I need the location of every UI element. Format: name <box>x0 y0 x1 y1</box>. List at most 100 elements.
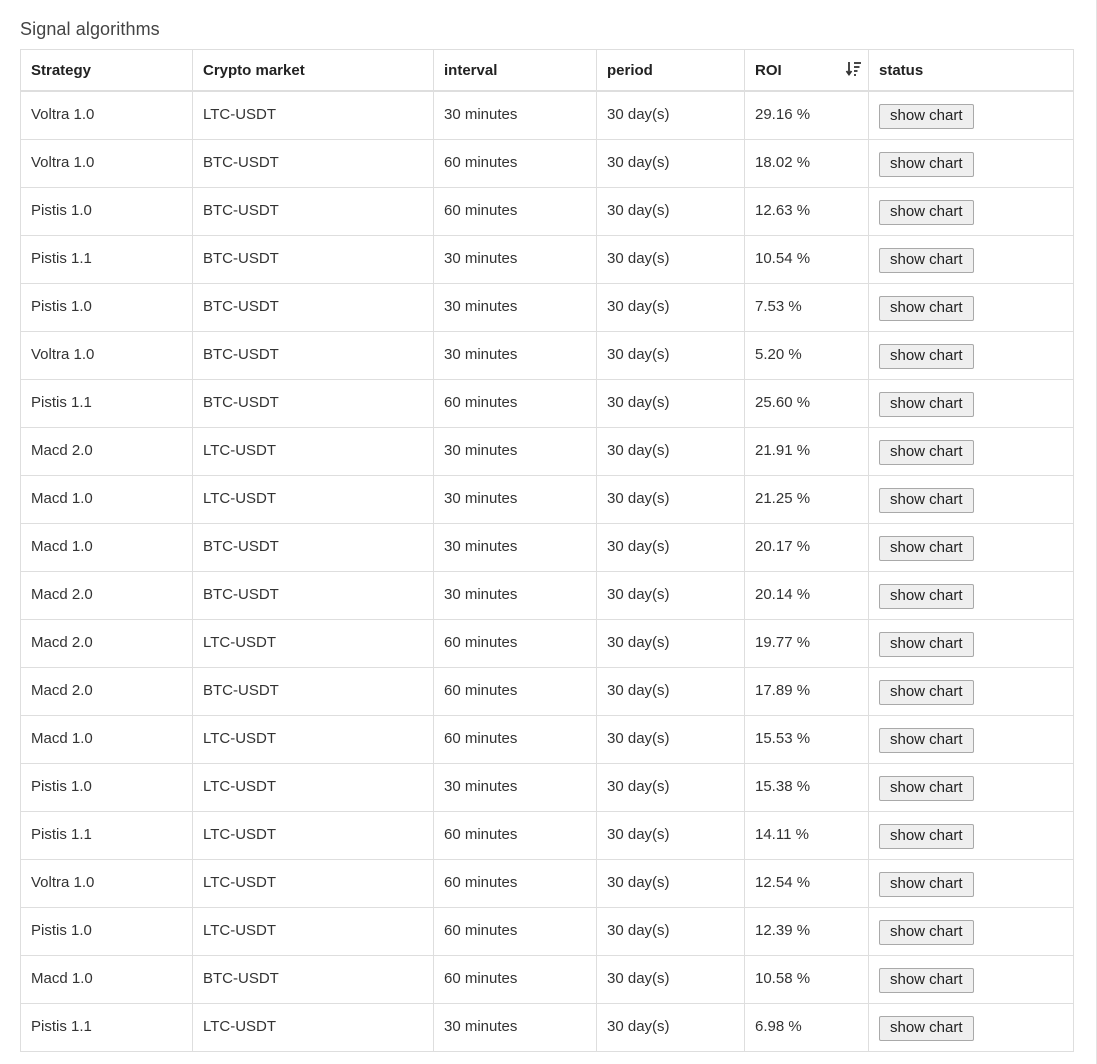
roi-cell: 25.60 % <box>744 379 869 428</box>
show-chart-button[interactable]: show chart <box>879 296 974 321</box>
status-cell: show chart <box>868 283 1074 332</box>
show-chart-button[interactable]: show chart <box>879 1016 974 1041</box>
header-roi[interactable]: ROI <box>744 49 869 92</box>
status-cell: show chart <box>868 619 1074 668</box>
strategy-cell: Pistis 1.1 <box>20 811 193 860</box>
roi-cell: 29.16 % <box>744 90 869 140</box>
strategy-cell: Pistis 1.1 <box>20 1003 193 1052</box>
table-row: Pistis 1.0 LTC-USDT 60 minutes 30 day(s) 12.… <box>20 907 1074 956</box>
crypto-market-cell: BTC-USDT <box>192 379 434 428</box>
crypto-market-cell: LTC-USDT <box>192 859 434 908</box>
table-row: Pistis 1.1 BTC-USDT 30 minutes 30 day(s) 10.… <box>20 235 1074 284</box>
table-row: Macd 2.0 LTC-USDT 30 minutes 30 day(s) 21.91… <box>20 427 1074 476</box>
show-chart-button[interactable]: show chart <box>879 392 974 417</box>
table-row: Macd 1.0 BTC-USDT 30 minutes 30 day(s) 20.17… <box>20 523 1074 572</box>
roi-cell: 21.91 % <box>744 427 869 476</box>
header-period[interactable]: period <box>596 49 745 92</box>
interval-cell: 60 minutes <box>433 187 597 236</box>
status-cell: show chart <box>868 859 1074 908</box>
interval-cell: 30 minutes <box>433 283 597 332</box>
roi-cell: 12.54 % <box>744 859 869 908</box>
header-strategy[interactable]: Strategy <box>20 49 193 92</box>
show-chart-button[interactable]: show chart <box>879 728 974 753</box>
strategy-cell: Pistis 1.0 <box>20 907 193 956</box>
strategy-cell: Macd 1.0 <box>20 955 193 1004</box>
table-row: Pistis 1.1 LTC-USDT 60 minutes 30 day(s) 14.… <box>20 811 1074 860</box>
period-cell: 30 day(s) <box>596 715 745 764</box>
status-cell: show chart <box>868 379 1074 428</box>
strategy-cell: Macd 1.0 <box>20 715 193 764</box>
interval-cell: 60 minutes <box>433 955 597 1004</box>
status-cell: show chart <box>868 523 1074 572</box>
table-row: Macd 2.0 BTC-USDT 30 minutes 30 day(s) 20.14… <box>20 571 1074 620</box>
status-cell: show chart <box>868 331 1074 380</box>
roi-cell: 6.98 % <box>744 1003 869 1052</box>
crypto-market-cell: BTC-USDT <box>192 667 434 716</box>
roi-cell: 7.53 % <box>744 283 869 332</box>
roi-cell: 15.38 % <box>744 763 869 812</box>
table-row: Voltra 1.0 BTC-USDT 60 minutes 30 day(s) 18.… <box>20 139 1074 188</box>
sort-descending-icon[interactable] <box>845 60 863 78</box>
roi-cell: 19.77 % <box>744 619 869 668</box>
show-chart-button[interactable]: show chart <box>879 632 974 657</box>
interval-cell: 60 minutes <box>433 139 597 188</box>
show-chart-button[interactable]: show chart <box>879 200 974 225</box>
show-chart-button[interactable]: show chart <box>879 248 974 273</box>
table-row: Pistis 1.1 BTC-USDT 60 minutes 30 day(s) 25.… <box>20 379 1074 428</box>
strategy-cell: Pistis 1.0 <box>20 283 193 332</box>
show-chart-button[interactable]: show chart <box>879 776 974 801</box>
table-row: Voltra 1.0 BTC-USDT 30 minutes 30 day(s) 5.2… <box>20 331 1074 380</box>
roi-cell: 20.14 % <box>744 571 869 620</box>
crypto-market-cell: BTC-USDT <box>192 187 434 236</box>
strategy-cell: Voltra 1.0 <box>20 90 193 140</box>
period-cell: 30 day(s) <box>596 763 745 812</box>
roi-cell: 18.02 % <box>744 139 869 188</box>
show-chart-button[interactable]: show chart <box>879 584 974 609</box>
show-chart-button[interactable]: show chart <box>879 920 974 945</box>
interval-cell: 60 minutes <box>433 859 597 908</box>
status-cell: show chart <box>868 139 1074 188</box>
strategy-cell: Voltra 1.0 <box>20 331 193 380</box>
roi-cell: 21.25 % <box>744 475 869 524</box>
show-chart-button[interactable]: show chart <box>879 488 974 513</box>
interval-cell: 60 minutes <box>433 715 597 764</box>
period-cell: 30 day(s) <box>596 90 745 140</box>
interval-cell: 60 minutes <box>433 379 597 428</box>
interval-cell: 30 minutes <box>433 571 597 620</box>
roi-cell: 10.58 % <box>744 955 869 1004</box>
status-cell: show chart <box>868 811 1074 860</box>
show-chart-button[interactable]: show chart <box>879 152 974 177</box>
crypto-market-cell: BTC-USDT <box>192 139 434 188</box>
interval-cell: 30 minutes <box>433 763 597 812</box>
period-cell: 30 day(s) <box>596 859 745 908</box>
panel-title: Signal algorithms <box>20 19 160 39</box>
table-row: Pistis 1.1 LTC-USDT 30 minutes 30 day(s) 6.9… <box>20 1003 1074 1052</box>
table-row: Macd 1.0 LTC-USDT 60 minutes 30 day(s) 15.53… <box>20 715 1074 764</box>
header-crypto-market[interactable]: Crypto market <box>192 49 434 92</box>
show-chart-button[interactable]: show chart <box>879 968 974 993</box>
roi-cell: 14.11 % <box>744 811 869 860</box>
show-chart-button[interactable]: show chart <box>879 824 974 849</box>
show-chart-button[interactable]: show chart <box>879 536 974 561</box>
table-row: Pistis 1.0 BTC-USDT 30 minutes 30 day(s) 7.5… <box>20 283 1074 332</box>
roi-cell: 12.63 % <box>744 187 869 236</box>
interval-cell: 30 minutes <box>433 331 597 380</box>
table-row: Macd 2.0 LTC-USDT 60 minutes 30 day(s) 19.77… <box>20 619 1074 668</box>
show-chart-button[interactable]: show chart <box>879 680 974 705</box>
header-status[interactable]: status <box>868 49 1074 92</box>
period-cell: 30 day(s) <box>596 619 745 668</box>
header-roi-label: ROI <box>755 61 782 79</box>
show-chart-button[interactable]: show chart <box>879 440 974 465</box>
period-cell: 30 day(s) <box>596 523 745 572</box>
show-chart-button[interactable]: show chart <box>879 872 974 897</box>
show-chart-button[interactable]: show chart <box>879 104 974 129</box>
crypto-market-cell: LTC-USDT <box>192 90 434 140</box>
table-row: Macd 1.0 LTC-USDT 30 minutes 30 day(s) 21.25… <box>20 475 1074 524</box>
period-cell: 30 day(s) <box>596 955 745 1004</box>
strategy-cell: Pistis 1.1 <box>20 379 193 428</box>
crypto-market-cell: LTC-USDT <box>192 427 434 476</box>
period-cell: 30 day(s) <box>596 667 745 716</box>
interval-cell: 60 minutes <box>433 907 597 956</box>
header-interval[interactable]: interval <box>433 49 597 92</box>
show-chart-button[interactable]: show chart <box>879 344 974 369</box>
